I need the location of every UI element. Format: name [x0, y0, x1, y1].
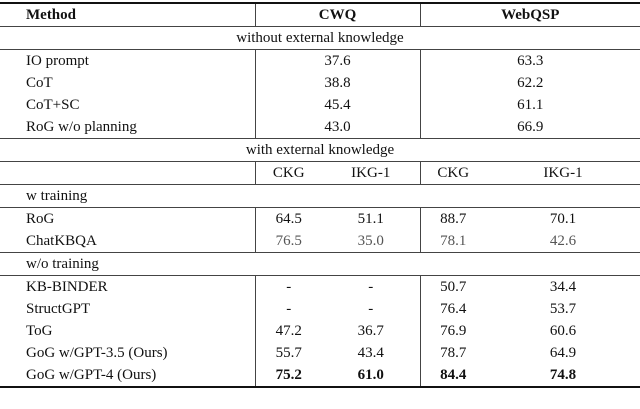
table-body: Method CWQ WebQSP without external knowledg…	[0, 2, 640, 388]
table-cell: 78.7	[419, 342, 486, 364]
table-cell: w/o training	[0, 252, 640, 276]
table-cell: ToG	[26, 323, 53, 339]
table-cell: RoG	[26, 211, 55, 227]
table-cell: 84.4	[419, 364, 486, 388]
table-cell: 88.7	[419, 207, 486, 230]
table-cell: -	[368, 279, 374, 295]
table-cell: 64.5	[254, 207, 322, 230]
table-cell	[0, 161, 255, 185]
table-cell: 76.5	[254, 230, 322, 253]
table-cell: 61.1	[419, 94, 640, 116]
table-cell: 78.1	[419, 230, 486, 253]
table-cell: CoT	[26, 75, 53, 91]
table-cell: 37.6	[254, 49, 420, 72]
table-cell: GoG w/GPT-4 (Ours)	[0, 364, 255, 388]
table-cell: 70.1	[549, 211, 577, 227]
table-row: IO prompt 37.6 63.3	[0, 49, 640, 72]
table-cell: without external knowledge	[0, 26, 640, 50]
table-row: GoG w/GPT-4 (Ours) 75.2 61.0 84.4 74.8	[0, 364, 640, 388]
table-row: w/o training	[0, 252, 640, 276]
results-table: Method CWQ WebQSP without external knowledg…	[0, 2, 640, 388]
table-cell: 75.2	[254, 364, 322, 388]
table-row: StructGPT - - 76.4 53.7	[0, 298, 640, 320]
table-row: Method CWQ WebQSP	[0, 2, 640, 27]
table-cell: CKG	[254, 161, 322, 185]
table-cell: 36.7	[357, 323, 384, 339]
table-cell: -	[254, 275, 322, 298]
table-cell: 50.7	[419, 275, 486, 298]
table-cell: 60.6	[549, 323, 577, 339]
table-cell: CWQ	[254, 2, 420, 27]
table-row: KB-BINDER - - 50.7 34.4	[0, 275, 640, 298]
table-cell: 51.1	[357, 211, 384, 227]
table-cell: CKG	[419, 161, 486, 185]
table-cell: 74.8	[486, 364, 640, 388]
table-row: CoT 38.8 62.2	[0, 72, 640, 94]
table-cell: Method	[0, 2, 255, 27]
table-cell: GoG w/GPT-3.5 (Ours)	[26, 345, 168, 361]
table-row: CKG IKG-1 CKG IKG-1	[0, 161, 640, 185]
table-row: ToG 47.2 36.7 76.9 60.6	[0, 320, 640, 342]
table-row: w training	[0, 184, 640, 208]
table-row: CoT+SC 45.4 61.1	[0, 94, 640, 116]
table-cell: 63.3	[419, 49, 640, 72]
table-cell: 38.8	[254, 72, 420, 94]
table-cell: 35.0	[357, 233, 384, 249]
table-row: without external knowledge	[0, 26, 640, 50]
table-cell: 53.7	[549, 301, 577, 317]
table-cell: 43.4	[357, 345, 384, 361]
table-cell: 62.2	[419, 72, 640, 94]
table-cell: 76.9	[419, 320, 486, 342]
table-cell: 43.0	[254, 116, 420, 139]
table-cell: 45.4	[254, 94, 420, 116]
table-cell: w training	[0, 184, 640, 208]
table-cell: 34.4	[549, 279, 577, 295]
table-cell: RoG w/o planning	[26, 119, 137, 135]
table-cell: StructGPT	[26, 301, 91, 317]
table-row: RoG w/o planning 43.0 66.9	[0, 116, 640, 139]
table-cell: with external knowledge	[0, 138, 640, 162]
table-row: GoG w/GPT-3.5 (Ours) 55.7 43.4 78.7 64.9	[0, 342, 640, 364]
table-cell: 47.2	[254, 320, 322, 342]
table-cell: 61.0	[322, 364, 420, 388]
table-row: ChatKBQA 76.5 35.0 78.1 42.6	[0, 230, 640, 253]
table-cell: WebQSP	[419, 2, 640, 27]
table-cell: ChatKBQA	[26, 233, 97, 249]
table-cell: 42.6	[549, 233, 577, 249]
table-cell: 64.9	[549, 345, 577, 361]
table-row: with external knowledge	[0, 138, 640, 162]
table-row: RoG 64.5 51.1 88.7 70.1	[0, 207, 640, 230]
table-cell: -	[368, 301, 374, 317]
table-cell: 55.7	[254, 342, 322, 364]
table-cell: 76.4	[419, 298, 486, 320]
table-cell: IKG-1	[322, 161, 420, 185]
table-cell: KB-BINDER	[26, 279, 108, 295]
table-cell: IO prompt	[26, 53, 89, 69]
table-cell: -	[254, 298, 322, 320]
table-cell: CoT+SC	[26, 97, 80, 113]
table-cell: IKG-1	[486, 161, 640, 185]
table-cell: 66.9	[419, 116, 640, 139]
